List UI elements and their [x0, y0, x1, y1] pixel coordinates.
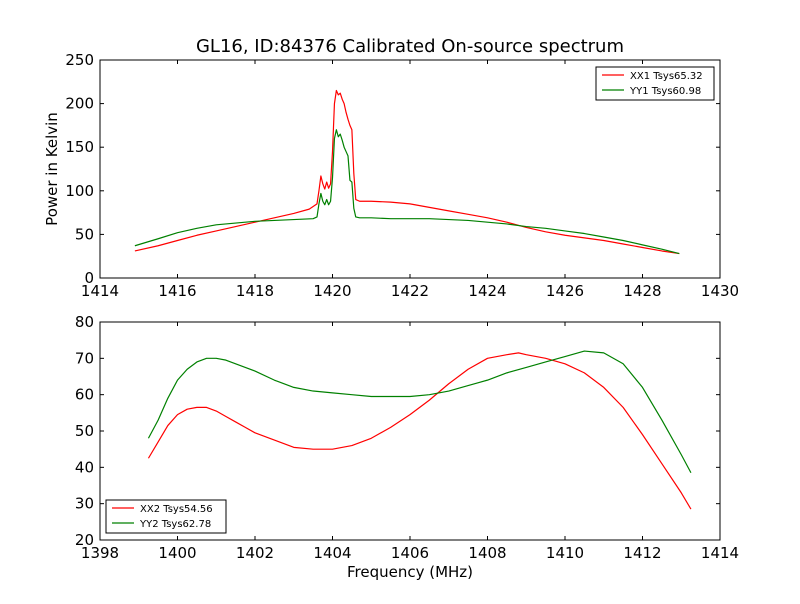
legend: XX2 Tsys54.56 YY2 Tsys62.78	[105, 499, 227, 534]
x-tick-label: 1414	[81, 282, 119, 300]
legend-label: YY1 Tsys60.98	[629, 86, 701, 97]
bottom-panel: 1398 1400 1402 1404 1406 1408 1410 1412 1414 20 30…	[75, 313, 739, 562]
x-tick-label: 1422	[391, 282, 429, 300]
x-tick-label: 1418	[236, 282, 274, 300]
legend-box	[595, 66, 715, 101]
y-tick-label: 150	[65, 138, 94, 156]
legend-box	[105, 499, 227, 534]
legend-label: XX2 Tsys54.56	[140, 504, 213, 515]
legend-label: XX1 Tsys65.32	[630, 71, 703, 82]
x-tick-label: 1430	[701, 282, 739, 300]
series-line-1	[147, 352, 692, 510]
y-tick-label: 80	[75, 313, 94, 331]
x-tick-label: 1410	[546, 544, 584, 562]
y-tick-label: 20	[75, 531, 94, 549]
series-line-2	[147, 350, 692, 474]
x-tick-label: 1412	[623, 544, 661, 562]
legend: XX1 Tsys65.32 YY1 Tsys60.98	[595, 66, 715, 101]
x-tick-label: 1404	[313, 544, 351, 562]
series-line-2	[134, 129, 680, 255]
top-panel: 1414 1416 1418 1420 1422 1424 1426 1428 1430 0 50 1…	[65, 51, 739, 300]
x-tick-label: 1420	[313, 282, 351, 300]
y-tick-label: 40	[75, 458, 94, 476]
y-tick-label: 100	[65, 182, 94, 200]
legend-label: YY2 Tsys62.78	[139, 519, 211, 530]
y-tick-label: 50	[75, 422, 94, 440]
y-tick-label: 0	[84, 269, 94, 287]
y-tick-label: 70	[75, 349, 94, 367]
x-tick-label: 1402	[236, 544, 274, 562]
y-tick-label: 50	[75, 225, 94, 243]
x-tick-label: 1406	[391, 544, 429, 562]
y-tick-label: 200	[65, 95, 94, 113]
x-tick-label: 1428	[623, 282, 661, 300]
x-tick-label: 1426	[546, 282, 584, 300]
y-tick-label: 250	[65, 51, 94, 69]
y-tick-label: 30	[75, 495, 94, 513]
y-tick-label: 60	[75, 386, 94, 404]
x-tick-label: 1424	[468, 282, 506, 300]
x-tick-label: 1416	[158, 282, 196, 300]
y-axis-label: Power in Kelvin	[43, 112, 61, 226]
x-tick-label: 1400	[158, 544, 196, 562]
series-line-1	[134, 89, 680, 255]
x-tick-label: 1398	[81, 544, 119, 562]
x-axis-label: Frequency (MHz)	[347, 563, 473, 581]
x-tick-label: 1408	[468, 544, 506, 562]
x-tick-label: 1414	[701, 544, 739, 562]
chart-title: GL16, ID:84376 Calibrated On-source spec…	[196, 36, 624, 57]
